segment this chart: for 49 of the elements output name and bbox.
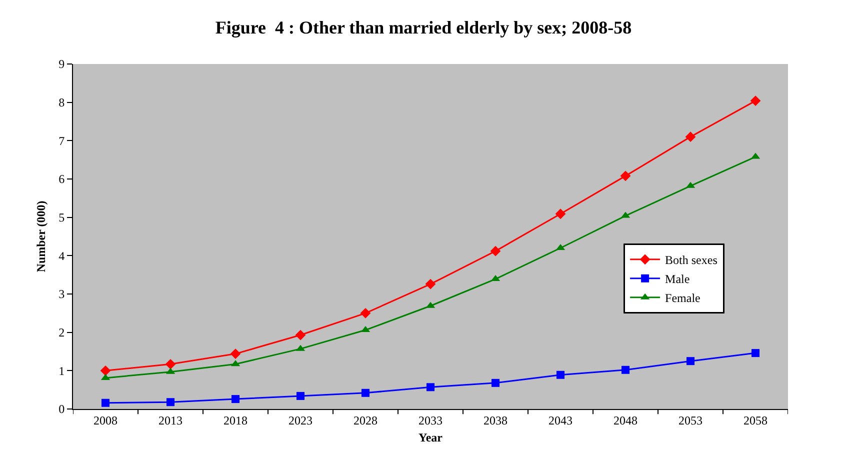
- point: [490, 246, 501, 256]
- point: [750, 96, 761, 106]
- x-tick-label: 2038: [484, 413, 508, 428]
- legend-label: Both sexes: [665, 253, 718, 268]
- point: [230, 348, 241, 359]
- point: [492, 378, 500, 387]
- point: [426, 383, 434, 392]
- x-tick-label: 2008: [94, 413, 118, 428]
- x-tick-label: 2053: [678, 413, 702, 428]
- point: [295, 330, 306, 340]
- point: [166, 398, 174, 406]
- y-axis-title: Number (000): [34, 200, 48, 272]
- point: [622, 366, 630, 374]
- y-tick-label: 0: [58, 402, 65, 416]
- x-axis-title: Year: [418, 430, 444, 444]
- point: [296, 392, 304, 400]
- point: [685, 132, 696, 142]
- x-tick-label: 2033: [418, 413, 442, 428]
- x-tick-label: 2013: [158, 413, 182, 428]
- legend-label: Male: [665, 272, 690, 286]
- point: [360, 308, 371, 318]
- y-tick-label: 3: [58, 287, 65, 302]
- point: [165, 358, 176, 370]
- x-tick-label: 2023: [288, 413, 312, 428]
- x-tick-label: 2058: [744, 413, 768, 428]
- chart-title: Figure 4 : Other than married elderly by sex; 2008-58: [215, 18, 632, 38]
- y-tick-label: 9: [58, 57, 65, 72]
- y-tick-label: 7: [58, 134, 65, 148]
- point: [620, 170, 631, 182]
- point: [102, 398, 110, 407]
- y-tick-label: 2: [58, 326, 65, 340]
- point: [362, 388, 370, 397]
- legend-label: Female: [665, 291, 700, 306]
- y-tick-label: 4: [58, 248, 65, 263]
- point: [556, 370, 564, 379]
- point: [555, 208, 566, 220]
- y-tick-label: 1: [58, 364, 65, 378]
- y-tick-label: 5: [58, 210, 65, 225]
- point: [752, 349, 760, 358]
- x-tick-label: 2028: [354, 413, 378, 428]
- point: [232, 395, 240, 404]
- point: [686, 357, 694, 366]
- point: [425, 278, 436, 290]
- y-tick-label: 6: [58, 172, 65, 186]
- x-tick-label: 2018: [224, 413, 248, 428]
- point: [100, 365, 111, 376]
- x-tick-label: 2048: [614, 413, 638, 428]
- y-tick-label: 8: [58, 96, 65, 110]
- x-tick-label: 2043: [548, 413, 572, 428]
